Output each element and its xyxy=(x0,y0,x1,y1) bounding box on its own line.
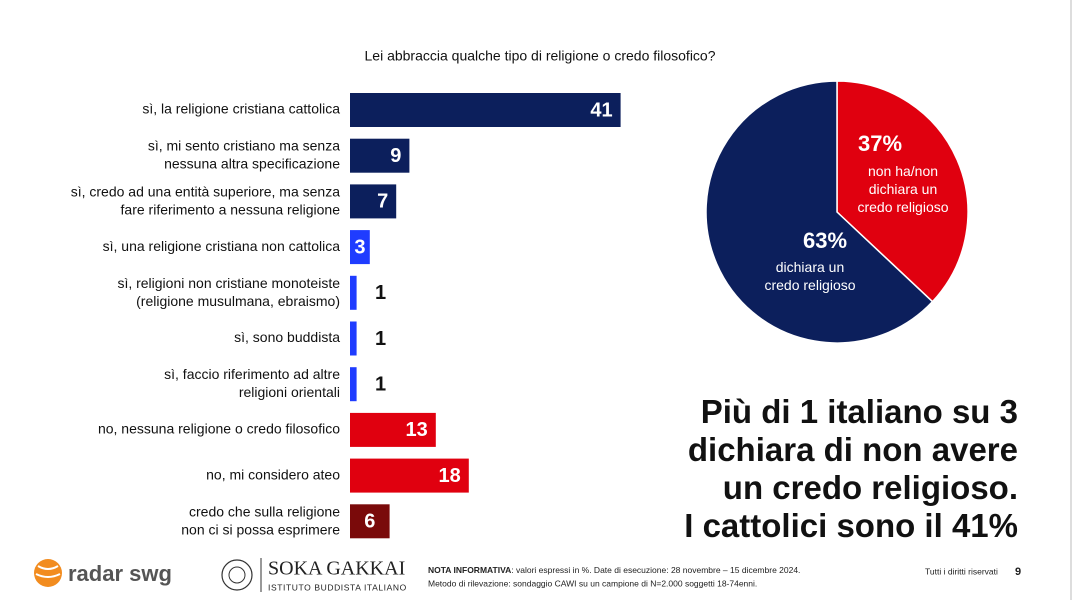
value-label: 6 xyxy=(364,511,375,533)
category-label: no, nessuna religione o credo filosofico xyxy=(98,421,340,437)
value-label: 13 xyxy=(406,419,428,441)
footer-method: Metodo di rilevazione: sondaggio CAWI su… xyxy=(428,578,757,588)
category-label: sì, credo ad una entità superiore, ma se… xyxy=(71,183,340,217)
value-label: 9 xyxy=(390,145,401,167)
value-label: 1 xyxy=(375,282,386,304)
headline: Più di 1 italiano su 3 dichiara di non av… xyxy=(684,393,1018,544)
value-label: 41 xyxy=(590,99,612,121)
bar xyxy=(350,138,410,173)
logo-icon xyxy=(34,559,62,587)
pie-category-label: dichiara un credo religioso xyxy=(764,259,855,293)
logo-icon-lines xyxy=(35,565,61,578)
category-label: no, mi considero ateo xyxy=(206,466,340,482)
category-label: sì, la religione cristiana cattolica xyxy=(142,101,340,117)
page-number: 9 xyxy=(1015,566,1021,578)
value-label: 1 xyxy=(375,373,386,395)
category-label: sì, faccio riferimento ad altre religioni… xyxy=(164,366,340,400)
value-label: 7 xyxy=(377,191,388,213)
pie-slice xyxy=(705,80,934,344)
note-text: : valori espressi in %. Date di esecuzio… xyxy=(511,565,800,575)
value-label: 3 xyxy=(354,236,365,258)
pie-category-label: non ha/non dichiara un credo religioso xyxy=(857,163,948,215)
bar xyxy=(350,184,397,219)
soka-icon xyxy=(221,559,253,591)
category-label: sì, sono buddista xyxy=(234,329,340,345)
footer-rights: Tutti i diritti riservati xyxy=(925,566,998,576)
category-label: sì, mi sento cristiano ma senza nessuna a… xyxy=(148,137,340,171)
category-label: sì, una religione cristiana non cattolic… xyxy=(103,238,341,254)
bar xyxy=(350,504,390,539)
footer-logos xyxy=(34,558,262,592)
soka-icon-inner xyxy=(228,566,246,584)
bar xyxy=(350,93,621,127)
value-label: 18 xyxy=(439,465,461,487)
value-label: 1 xyxy=(375,328,386,350)
logo-soka-sub: ISTITUTO BUDDISTA ITALIANO xyxy=(268,582,407,592)
note-label: NOTA INFORMATIVA xyxy=(428,565,511,575)
bar xyxy=(350,367,357,402)
pie-value-label: 63% xyxy=(803,228,847,253)
footer-note: NOTA INFORMATIVA: valori espressi in %. … xyxy=(428,565,800,575)
bar xyxy=(350,412,436,447)
bar xyxy=(350,275,357,310)
logo-soka: SOKA GAKKAI xyxy=(268,558,405,580)
chart-title: Lei abbraccia qualche tipo di religione … xyxy=(365,48,716,64)
pie-slice xyxy=(836,80,969,303)
bar xyxy=(350,458,469,493)
pie-value-label: 37% xyxy=(858,131,902,156)
bar xyxy=(350,230,370,265)
category-label: sì, religioni non cristiane monoteiste (r… xyxy=(117,275,340,309)
logo-radar: radar swg xyxy=(68,561,172,586)
category-label: credo che sulla religione non ci si possa… xyxy=(181,503,340,537)
bar xyxy=(350,321,357,356)
